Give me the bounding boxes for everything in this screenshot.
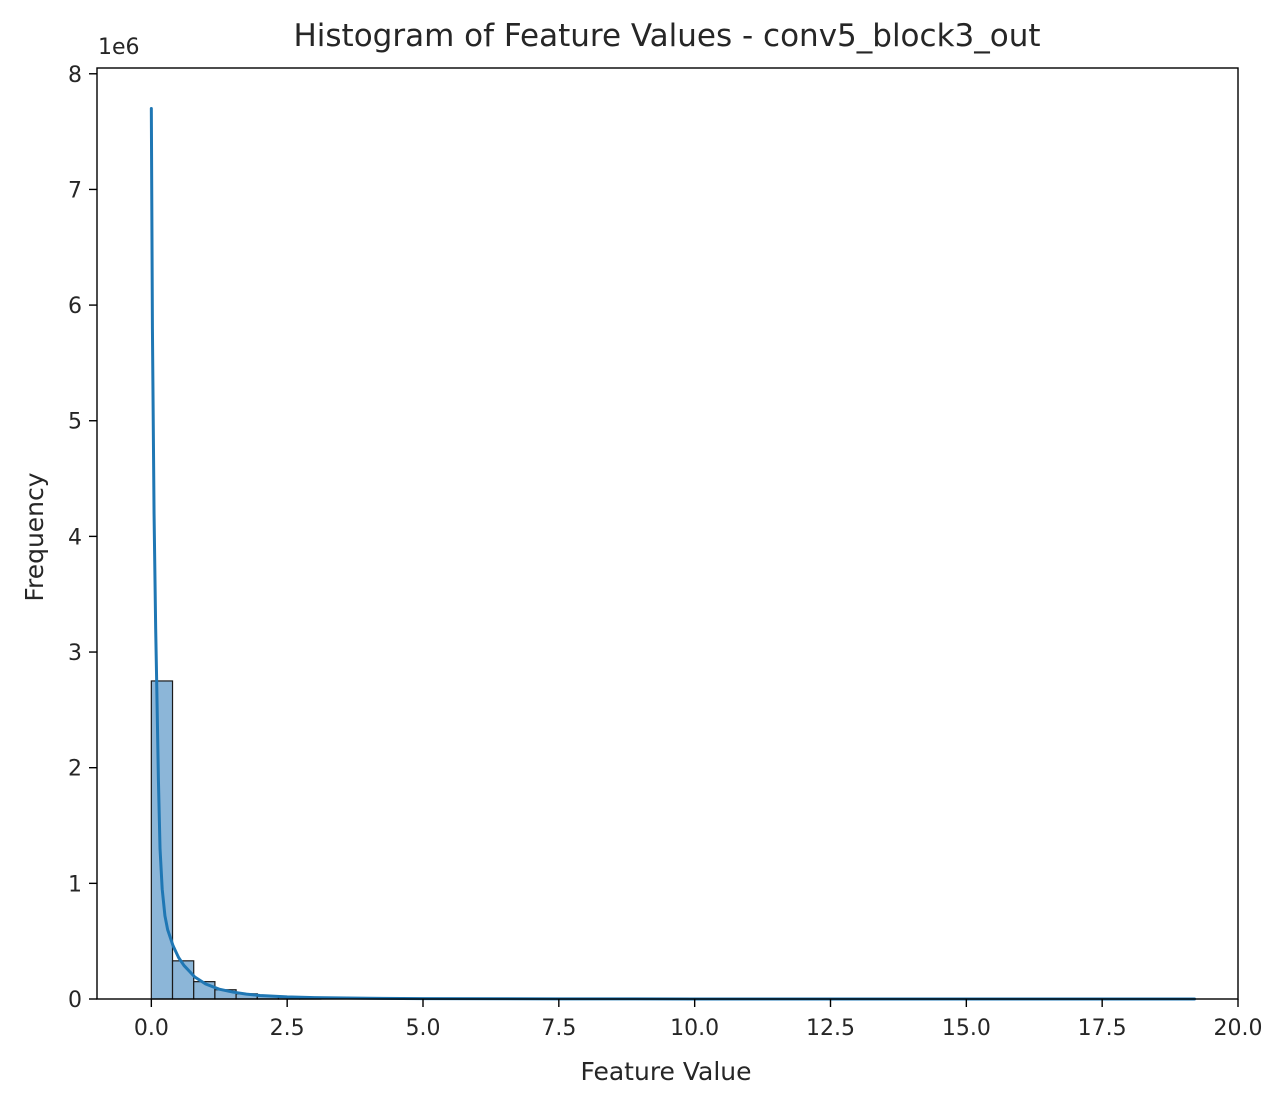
x-tick-label-5: 12.5 — [806, 1016, 855, 1041]
plot-frame — [96, 67, 1239, 1000]
y-tick-label-4: 4 — [68, 525, 82, 550]
y-tick-label-0: 0 — [68, 988, 82, 1013]
y-tick-label-3: 3 — [68, 641, 82, 666]
x-tick-label-1: 2.5 — [270, 1016, 305, 1041]
axes-frame — [96, 67, 1239, 1000]
x-axis-label: Feature Value — [580, 1057, 751, 1086]
y-tick-label-7: 7 — [68, 178, 82, 203]
kde-curve — [149, 106, 1197, 1001]
x-tick-label-2: 5.0 — [406, 1016, 441, 1041]
kde-line — [149, 106, 1197, 1001]
x-tick-label-0: 0.0 — [134, 1016, 169, 1041]
x-tick-label-4: 10.0 — [670, 1016, 719, 1041]
x-tick-label-6: 15.0 — [942, 1016, 991, 1041]
x-tick-label-3: 7.5 — [541, 1016, 576, 1041]
x-axis-ticks: 0.0 2.5 5.0 7.5 10.0 12.5 15.0 17.5 20.0 — [134, 999, 1263, 1041]
y-axis-ticks: 0 1 2 3 4 5 6 7 8 — [68, 63, 97, 1013]
y-tick-label-6: 6 — [68, 294, 82, 319]
y-tick-label-5: 5 — [68, 410, 82, 435]
y-tick-label-8: 8 — [68, 63, 82, 88]
y-tick-label-2: 2 — [68, 757, 82, 782]
x-tick-label-7: 17.5 — [1078, 1016, 1127, 1041]
x-tick-label-8: 20.0 — [1214, 1016, 1263, 1041]
y-tick-label-1: 1 — [68, 872, 82, 897]
y-axis-label: Frequency — [20, 472, 49, 601]
chart-title: Histogram of Feature Values - conv5_bloc… — [293, 18, 1040, 54]
y-offset-label: 1e6 — [98, 35, 140, 60]
histogram-bar-0 — [150, 680, 174, 1000]
